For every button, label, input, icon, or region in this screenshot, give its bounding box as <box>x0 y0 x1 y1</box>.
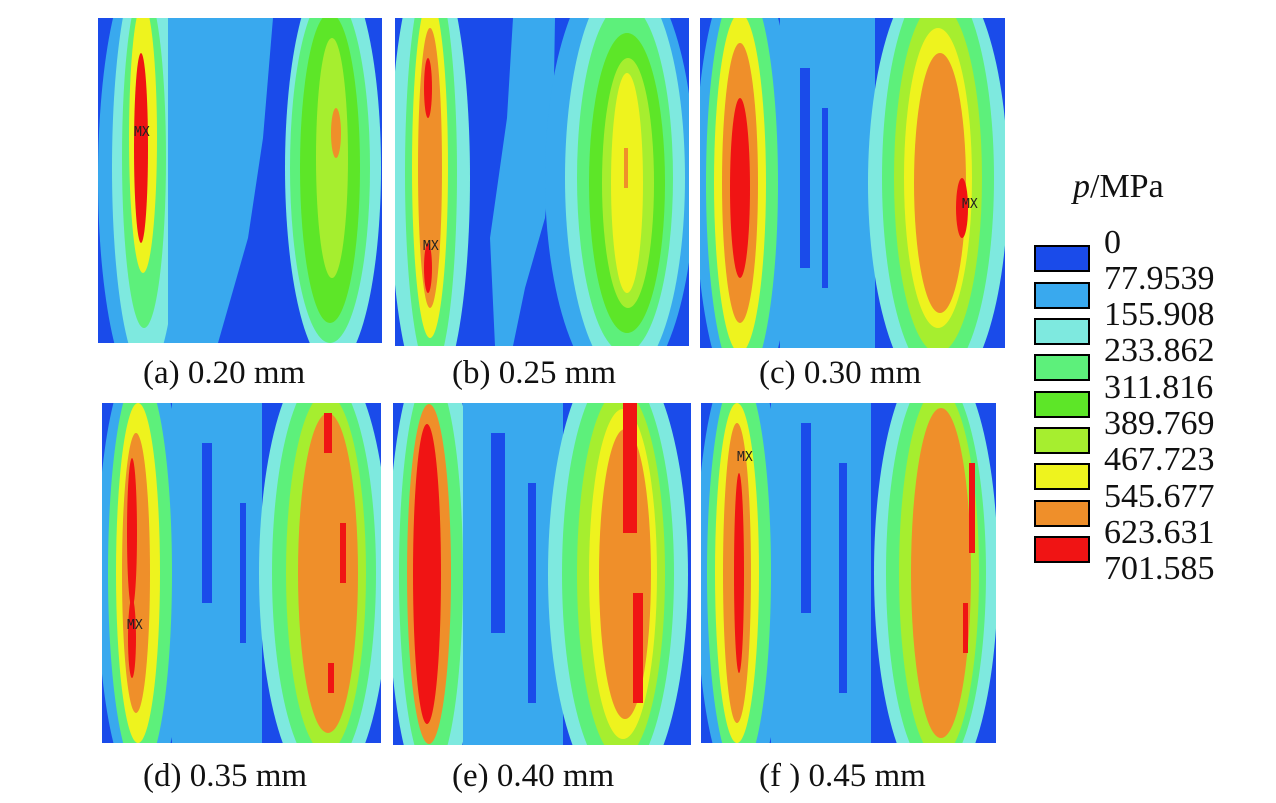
mx-marker: MX <box>423 239 439 254</box>
legend-level-9: 701.585 <box>1104 550 1215 587</box>
legend-swatch-4 <box>1034 354 1090 381</box>
contour-panel-e <box>393 403 691 745</box>
legend-swatch-6 <box>1034 427 1090 454</box>
legend-swatch-9 <box>1034 536 1090 563</box>
mx-marker: MX <box>134 125 150 140</box>
caption-d: (d) 0.35 mm <box>143 758 308 794</box>
mx-marker: MX <box>737 450 753 465</box>
legend-title: p/MPa <box>1073 168 1164 205</box>
legend-swatch-1 <box>1034 245 1090 272</box>
legend-swatch-2 <box>1034 282 1090 309</box>
legend-level-0: 0 <box>1104 224 1121 261</box>
legend-level-5: 389.769 <box>1104 405 1215 442</box>
legend-level-2: 155.908 <box>1104 296 1215 333</box>
legend-level-8: 623.631 <box>1104 514 1215 551</box>
caption-a: (a) 0.20 mm <box>143 355 306 391</box>
contour-panel-a: MX <box>98 18 382 343</box>
contour-panel-c: MX <box>700 18 1005 348</box>
legend-swatch-8 <box>1034 500 1090 527</box>
contour-panel-f: MX <box>701 403 996 743</box>
mx-marker: MX <box>127 618 143 633</box>
legend-level-7: 545.677 <box>1104 478 1215 515</box>
caption-c: (c) 0.30 mm <box>759 355 922 391</box>
legend-level-6: 467.723 <box>1104 441 1215 478</box>
contour-panel-d: MX <box>102 403 381 743</box>
caption-f: (f ) 0.45 mm <box>759 758 926 794</box>
mx-marker: MX <box>962 197 978 212</box>
legend-swatch-3 <box>1034 318 1090 345</box>
legend-swatch-7 <box>1034 463 1090 490</box>
legend-level-4: 311.816 <box>1104 369 1214 406</box>
caption-b: (b) 0.25 mm <box>452 355 617 391</box>
contour-panel-b: MX <box>395 18 689 346</box>
caption-e: (e) 0.40 mm <box>452 758 615 794</box>
legend-swatch-5 <box>1034 391 1090 418</box>
legend-level-3: 233.862 <box>1104 332 1215 369</box>
legend-level-1: 77.9539 <box>1104 260 1215 297</box>
